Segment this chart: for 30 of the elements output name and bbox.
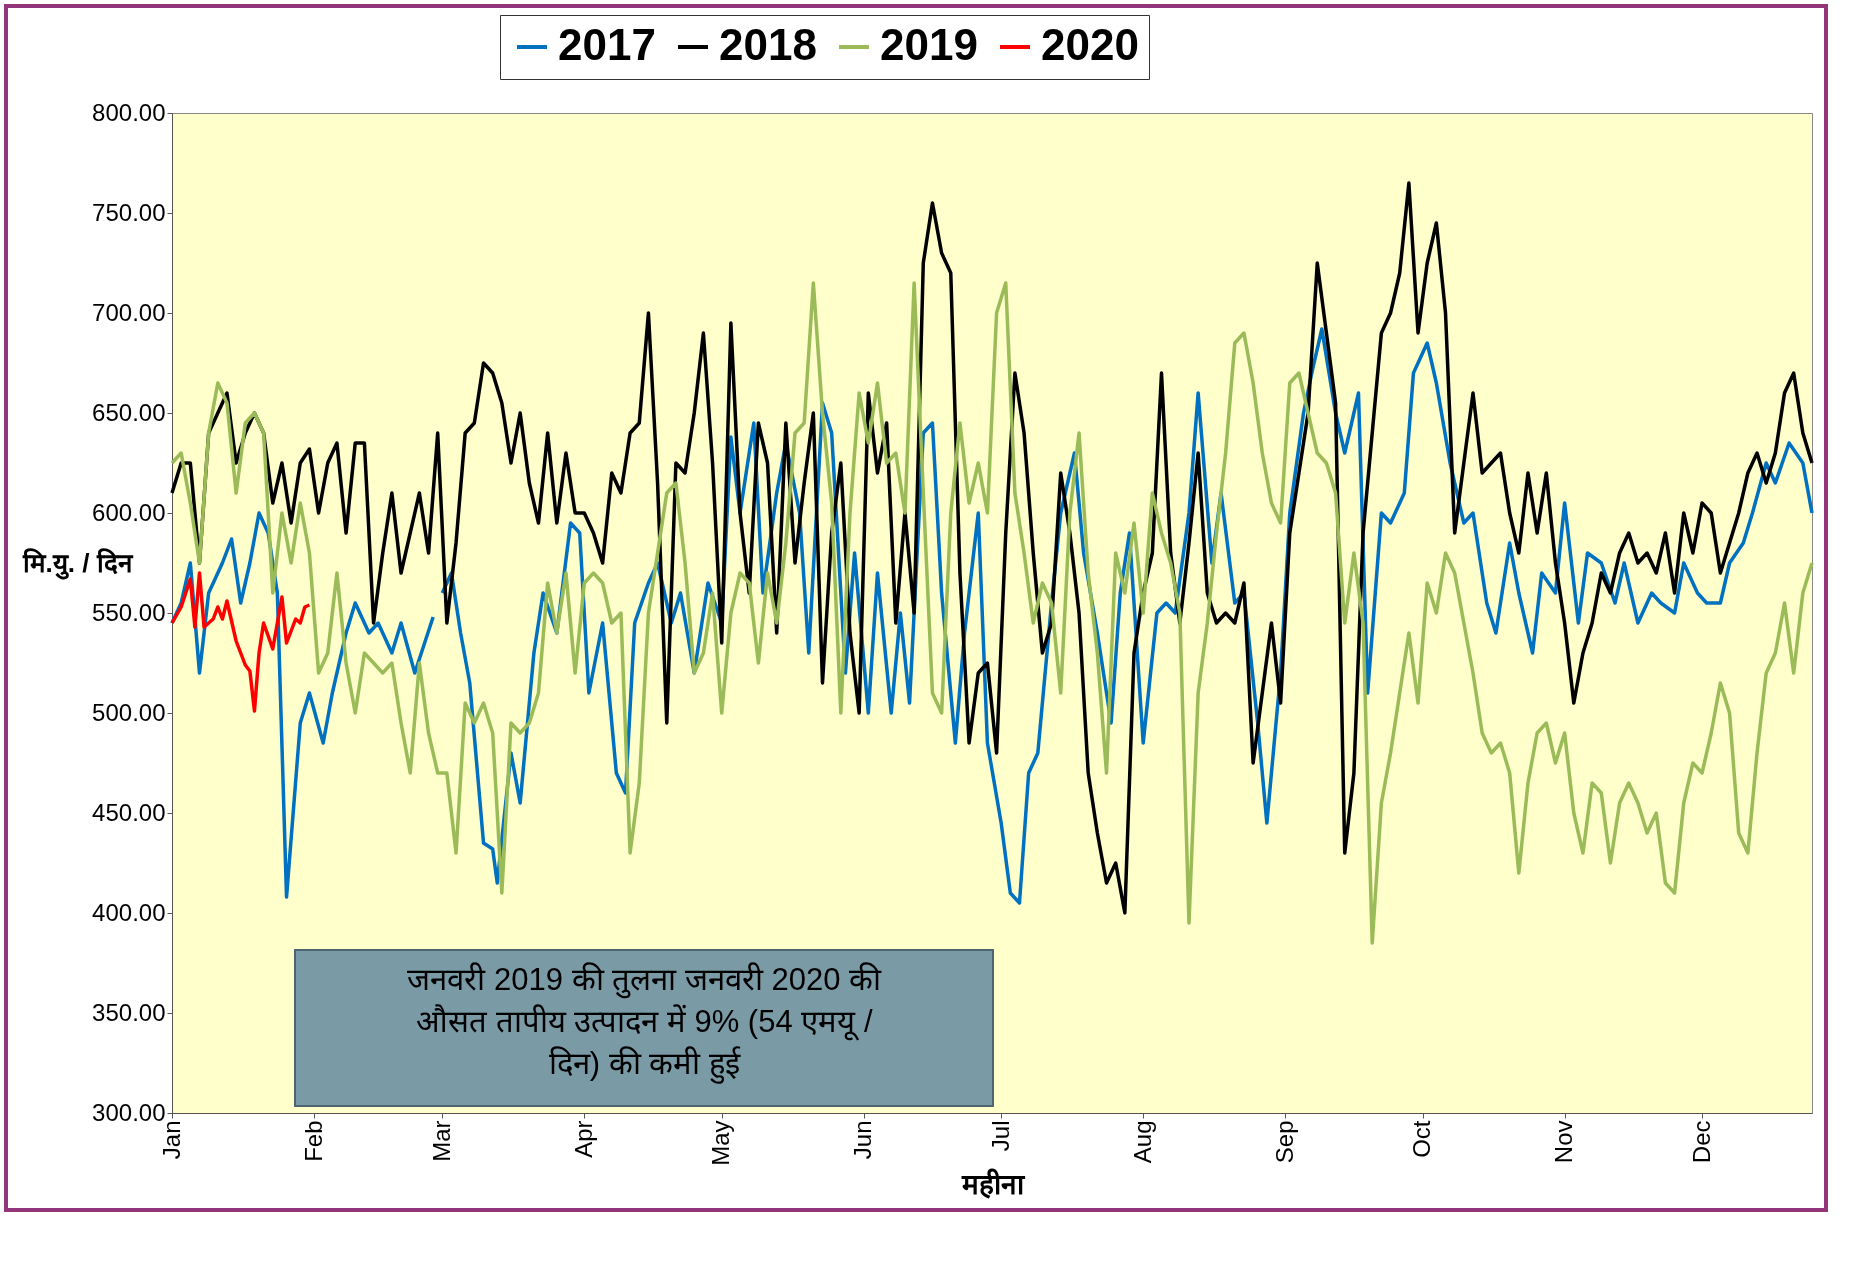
x-tick-label: May [707,1120,735,1166]
note-box: जनवरी 2019 की तुलना जनवरी 2020 की औसत तापीय उत्पादन में 9% (54 एमयू / दिन) की कमी हुई [294,949,995,1107]
x-axis-title: महीना [960,1167,1026,1200]
line-series [170,571,312,713]
y-tick-label: 750.00 [92,198,166,226]
y-tick-label: 400.00 [92,898,166,926]
x-tick-label: Aug [1128,1120,1156,1164]
x-tick-label: Dec [1687,1120,1715,1164]
legend-label: 2017 [558,20,656,69]
x-tick-label: Apr [569,1120,597,1158]
x-tick-label: Nov [1550,1120,1578,1164]
x-tick-label: Oct [1408,1120,1436,1158]
y-tick-label: 500.00 [92,698,166,726]
y-tick-label: 600.00 [92,498,166,526]
x-tick-label: Mar [427,1120,455,1162]
y-tick-label: 350.00 [92,998,166,1026]
x-tick-label: Feb [299,1120,327,1162]
legend-label: 2019 [880,20,978,69]
x-tick-label: Jul [986,1120,1014,1152]
y-tick-label: 550.00 [92,598,166,626]
y-tick-label: 650.00 [92,398,166,426]
y-axis-title: मि.यु. / दिन [21,547,134,580]
x-tick-label: Sep [1270,1120,1298,1164]
y-tick-label: 450.00 [92,798,166,826]
x-tick-label: Jun [849,1120,877,1160]
legend-label: 2020 [1041,20,1139,69]
legend-label: 2018 [719,20,817,69]
y-tick-label: 700.00 [92,298,166,326]
y-tick-label: 800.00 [92,98,166,126]
annotation: जनवरी 2019 की तुलना जनवरी 2020 की औसत तापीय उत्पादन में 9% (54 एमयू / दिन) की कमी हुई [406,961,883,1085]
